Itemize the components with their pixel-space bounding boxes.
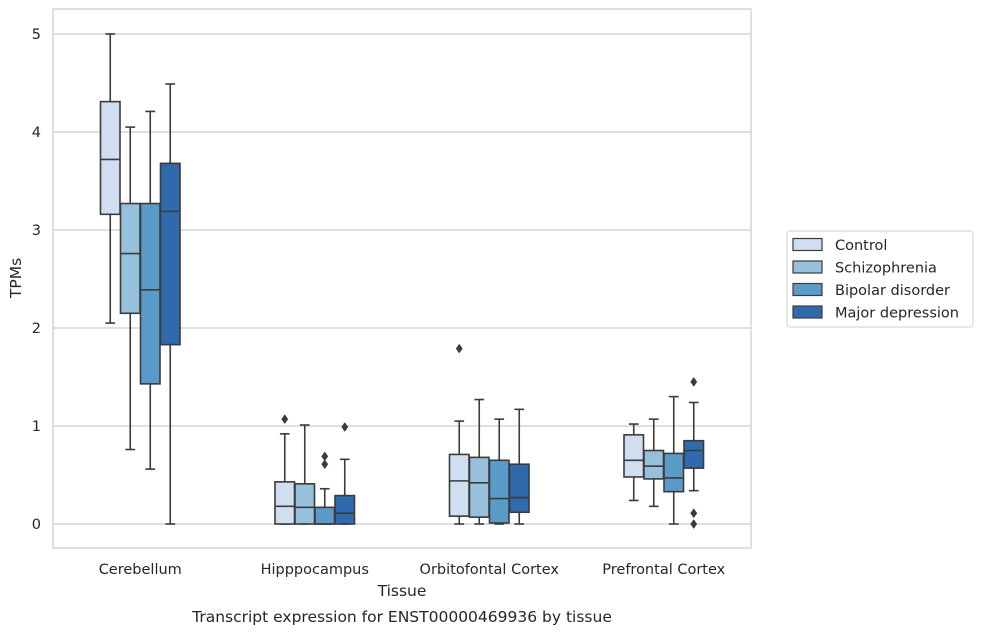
legend-label: Control (835, 238, 887, 254)
box-group (159, 83, 181, 525)
legend-swatch (792, 305, 823, 319)
legend-swatch (792, 260, 823, 274)
y-axis-label: TPMs (7, 258, 25, 299)
legend-frame (786, 230, 974, 328)
box (294, 483, 316, 525)
box (159, 162, 181, 346)
box (99, 100, 121, 216)
box (663, 452, 685, 493)
box (274, 481, 296, 525)
box-group (448, 343, 470, 525)
box-group (314, 451, 336, 525)
box (334, 494, 356, 525)
box (448, 453, 470, 517)
outlier-point (281, 414, 289, 425)
y-tick-label: 2 (32, 321, 41, 337)
y-axis-ticks: 0 1 2 3 4 5 (32, 27, 41, 533)
box-group (119, 126, 141, 451)
legend-label: Bipolar disorder (835, 283, 950, 299)
outlier-point (690, 519, 698, 529)
outlier-point (321, 459, 329, 470)
box-group (488, 418, 510, 525)
y-tick-label: 4 (32, 125, 41, 141)
box-group (139, 110, 161, 470)
box (508, 463, 530, 514)
box-group (334, 422, 356, 525)
outlier-point (321, 451, 329, 462)
box-group (663, 395, 685, 525)
legend-swatch (792, 282, 823, 297)
legend-label: Major depression (835, 306, 959, 322)
x-axis-ticks: Cerebellum Hipppocampus Orbitofontal Corte… (99, 562, 726, 578)
legend: Control Schizophrenia Bipolar disorder Majo… (786, 230, 974, 328)
y-tick-label: 5 (32, 27, 41, 43)
box (623, 434, 645, 478)
box (119, 202, 141, 315)
plot-boxes (99, 33, 705, 529)
box-group (508, 408, 530, 525)
outlier-point (455, 343, 463, 354)
x-tick-label: Orbitofontal Cortex (420, 562, 560, 578)
x-axis-label: Tissue (377, 582, 427, 600)
box-group (643, 418, 665, 508)
x-tick-label: Cerebellum (99, 562, 182, 578)
x-tick-label: Prefrontal Cortex (602, 562, 725, 578)
box (314, 506, 336, 525)
box (683, 439, 705, 469)
legend-swatch (792, 237, 823, 252)
box-group (274, 414, 296, 525)
figure-caption: Transcript expression for ENST0000046993… (191, 608, 612, 626)
box-group (683, 376, 705, 529)
box-group (623, 423, 645, 502)
y-tick-label: 3 (32, 223, 41, 239)
box-group (294, 424, 316, 525)
outlier-point (690, 508, 698, 519)
plot-frame (52, 8, 752, 549)
box (488, 459, 510, 524)
box (643, 449, 665, 480)
box (468, 456, 490, 518)
outlier-point (690, 376, 698, 387)
x-tick-label: Hipppocampus (261, 562, 369, 578)
box-group (99, 33, 121, 324)
legend-label: Schizophrenia (835, 261, 937, 277)
box-group (468, 398, 490, 525)
y-tick-label: 0 (32, 517, 41, 533)
box (139, 202, 161, 385)
y-tick-label: 1 (32, 419, 41, 435)
outlier-point (341, 422, 349, 432)
